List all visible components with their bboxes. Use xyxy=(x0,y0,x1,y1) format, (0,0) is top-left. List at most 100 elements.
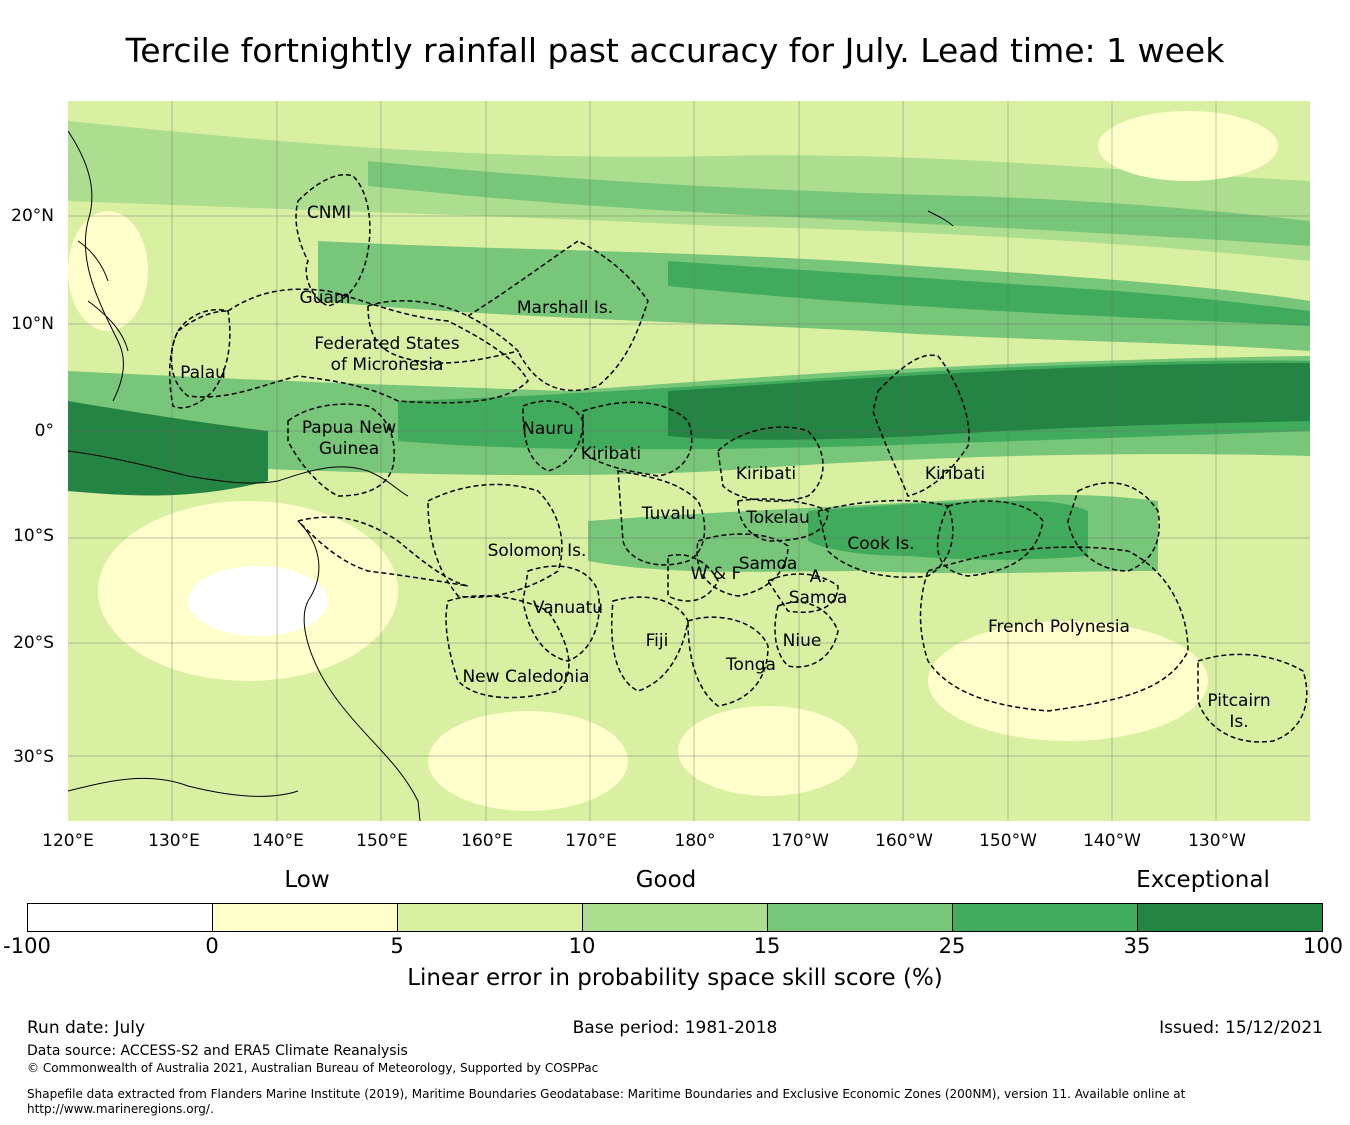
boundary-png xyxy=(287,403,395,497)
colorbar-tick: 15 xyxy=(753,934,781,958)
lon-label: 180° xyxy=(674,831,716,851)
boundary-tokelau xyxy=(737,498,829,542)
boundary-tonga xyxy=(687,616,769,707)
lon-label: 170°E xyxy=(565,831,617,851)
boundary-tuvalu xyxy=(617,470,706,566)
label-samoa: Samoa xyxy=(739,554,798,574)
lat-label: 20°S xyxy=(13,633,54,653)
lon-label: 160°W xyxy=(875,831,933,851)
lon-label: 120°E xyxy=(42,831,94,851)
base-period: Base period: 1981-2018 xyxy=(572,1018,778,1038)
colorbar-segment xyxy=(583,904,768,931)
boundary-nauru xyxy=(522,400,584,472)
colorbar-segment xyxy=(768,904,953,931)
boundary-kiribati-phoenix xyxy=(717,426,824,502)
lon-label: 150°E xyxy=(356,831,408,851)
boundary-cook-east xyxy=(936,500,1044,577)
label-tokelau: Tokelau xyxy=(745,508,810,528)
lon-label: 160°E xyxy=(461,831,513,851)
label-cnmi: CNMI xyxy=(307,203,351,223)
boundary-fiji xyxy=(610,596,689,692)
label-american-samoa: A. Samoa xyxy=(789,567,848,608)
colorbar-segment xyxy=(1138,904,1322,931)
boundary-cnmi xyxy=(295,174,371,307)
label-tuvalu: Tuvalu xyxy=(641,504,697,524)
colorbar-label: Linear error in probability space skill … xyxy=(407,965,943,991)
boundary-vanuatu xyxy=(522,565,600,662)
label-pitcairn: Pitcairn Is. xyxy=(1207,691,1270,732)
colorbar-tick: 25 xyxy=(938,934,966,958)
skill-band xyxy=(668,363,1310,440)
boundary-marshall xyxy=(367,300,520,364)
boundary-solomon xyxy=(427,483,563,599)
lat-label: 10°S xyxy=(13,526,54,546)
coastlines xyxy=(68,130,954,821)
colorbar-tick: 10 xyxy=(568,934,596,958)
label-wallis-futuna: W & F xyxy=(691,564,742,584)
colorbar-tick: 0 xyxy=(205,934,219,958)
boundary-palau xyxy=(168,309,231,409)
skill-patch xyxy=(678,706,858,796)
boundary-marquesas xyxy=(1067,482,1160,572)
boundary-cook-north xyxy=(817,499,954,579)
issued-date: Issued: 15/12/2021 xyxy=(1159,1018,1323,1038)
eez-boundaries xyxy=(168,174,1308,743)
lon-label: 140°E xyxy=(252,831,304,851)
boundary-png-south xyxy=(297,516,469,587)
skill-band xyxy=(808,501,1088,560)
skill-band xyxy=(668,261,1310,326)
label-png: Papua New Guinea xyxy=(302,418,396,459)
skill-patch xyxy=(928,621,1208,741)
skill-band xyxy=(368,161,1310,246)
colorbar-category-exceptional: Exceptional xyxy=(1136,867,1270,893)
label-palau: Palau xyxy=(180,363,226,383)
label-french-polynesia: French Polynesia xyxy=(988,617,1130,637)
skill-patch xyxy=(188,566,328,636)
label-new-caledonia: New Caledonia xyxy=(462,667,589,687)
lat-label: 30°S xyxy=(13,747,54,767)
lat-label: 20°N xyxy=(11,206,54,226)
label-guam: Guam xyxy=(300,288,351,308)
lon-label: 130°W xyxy=(1188,831,1246,851)
boundary-new-caledonia xyxy=(445,595,570,699)
label-kiribati-gilbert: Kiribati xyxy=(581,444,641,464)
skill-patch xyxy=(1098,111,1278,181)
map-gridlines xyxy=(68,101,1310,821)
map-title: Tercile fortnightly rainfall past accura… xyxy=(125,31,1225,70)
colorbar xyxy=(27,903,1323,932)
label-fsm: Federated States of Micronesia xyxy=(314,334,459,375)
label-nauru: Nauru xyxy=(522,419,574,439)
lat-label: 0° xyxy=(34,421,54,441)
skill-patch xyxy=(68,211,148,331)
boundary-kiribati-line xyxy=(872,354,970,497)
colorbar-category-good: Good xyxy=(635,867,697,893)
data-source: Data source: ACCESS-S2 and ERA5 Climate … xyxy=(27,1043,408,1059)
colorbar-category-low: Low xyxy=(284,867,330,893)
boundary-fsm xyxy=(170,288,529,404)
colorbar-tick: 100 xyxy=(1302,934,1344,958)
lon-label: 150°W xyxy=(979,831,1037,851)
label-kiribati-line: Kiribati xyxy=(925,464,985,484)
boundary-marshall-east xyxy=(467,240,649,392)
label-niue: Niue xyxy=(783,631,822,651)
label-fiji: Fiji xyxy=(646,631,669,651)
label-vanuatu: Vanuatu xyxy=(533,598,603,618)
colorbar-tick: -100 xyxy=(3,934,51,958)
lon-label: 170°W xyxy=(771,831,829,851)
boundary-kiribati-gilbert xyxy=(582,401,693,477)
label-cook-islands: Cook Is. xyxy=(847,534,914,554)
lon-label: 140°W xyxy=(1083,831,1141,851)
copyright-notice: © Commonwealth of Australia 2021, Austra… xyxy=(27,1061,599,1075)
colorbar-segment xyxy=(28,904,213,931)
label-marshall-islands: Marshall Is. xyxy=(517,298,613,318)
boundary-french-polynesia xyxy=(919,546,1189,712)
shapefile-credit: Shapefile data extracted from Flanders M… xyxy=(27,1087,1186,1101)
label-solomon-islands: Solomon Is. xyxy=(488,541,587,561)
colorbar-tick: 5 xyxy=(390,934,404,958)
run-date: Run date: July xyxy=(27,1018,146,1038)
colorbar-segment xyxy=(953,904,1138,931)
lat-label: 10°N xyxy=(11,314,54,334)
boundary-samoa xyxy=(696,533,789,597)
skill-patch xyxy=(428,711,628,811)
lon-label: 130°E xyxy=(148,831,200,851)
